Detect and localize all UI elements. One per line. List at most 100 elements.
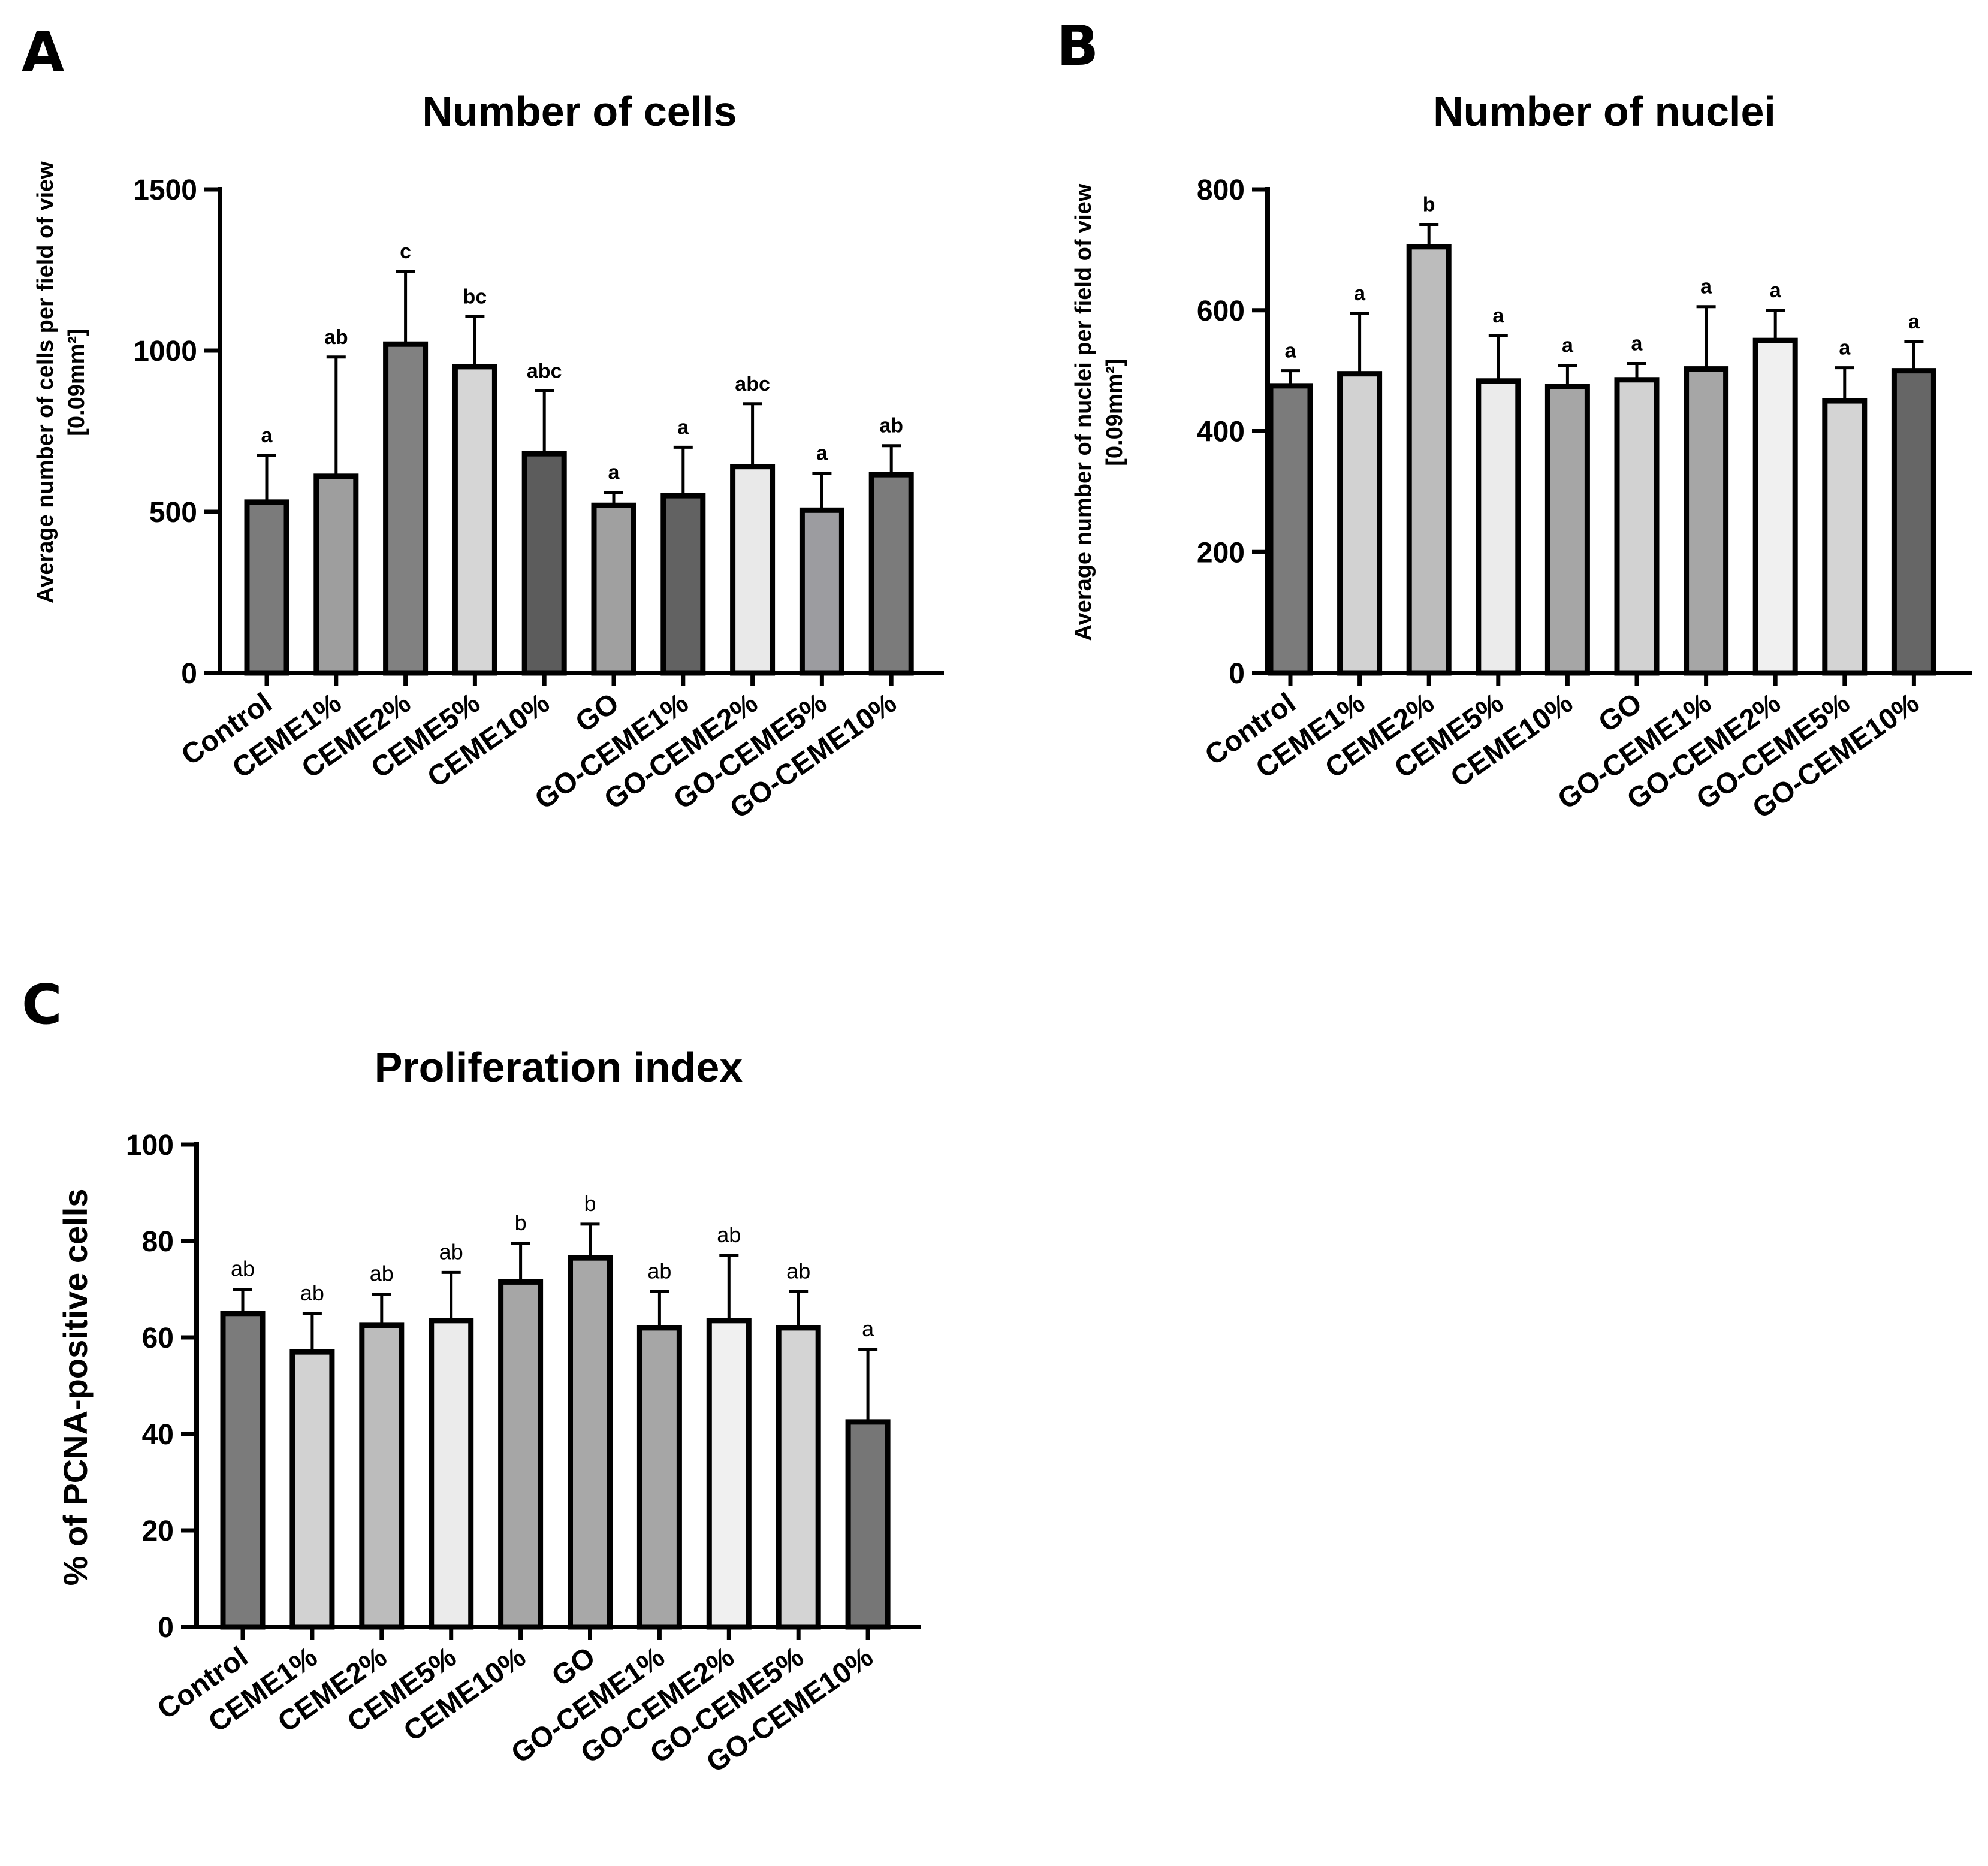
error-bar: [1488, 334, 1508, 381]
bar: [660, 493, 706, 676]
bar: [1406, 244, 1452, 676]
bar: [498, 1279, 544, 1630]
y-tick-label: 40: [142, 1419, 174, 1451]
bar: [706, 1318, 752, 1630]
y-tick-label: 1500: [133, 174, 197, 206]
significance-label: a: [1285, 340, 1297, 363]
significance-label: b: [515, 1210, 527, 1235]
bar: [636, 1325, 682, 1630]
significance-label: ab: [439, 1239, 463, 1264]
bar: [868, 472, 914, 676]
significance-label: a: [1839, 337, 1851, 360]
significance-label: a: [608, 461, 620, 484]
panel-letter: B: [1057, 14, 1099, 78]
bar: [1891, 368, 1936, 676]
bar: [730, 464, 776, 676]
bar: [568, 1255, 613, 1630]
bar: [429, 1318, 474, 1630]
significance-label: a: [1908, 310, 1920, 333]
significance-label: a: [1492, 304, 1504, 327]
error-bar: [673, 445, 693, 496]
significance-label: ab: [647, 1259, 671, 1284]
significance-label: bc: [463, 286, 487, 309]
y-tick-label: 60: [142, 1322, 174, 1354]
bar: [776, 1325, 821, 1630]
y-tick-label: 1000: [133, 336, 197, 367]
error-bar: [719, 1254, 739, 1321]
significance-label: ab: [717, 1222, 741, 1247]
bar: [452, 364, 497, 676]
significance-label: b: [584, 1191, 596, 1216]
error-bar: [858, 1348, 878, 1422]
bar: [244, 499, 289, 676]
error-bar: [1904, 340, 1924, 371]
bar: [359, 1322, 405, 1630]
significance-label: a: [1562, 334, 1574, 357]
y-tick-label: 800: [1197, 174, 1245, 206]
error-bar: [882, 444, 901, 475]
bar: [1822, 398, 1868, 676]
error-bar: [1766, 309, 1785, 341]
significance-label: abc: [527, 360, 562, 382]
significance-label: ab: [370, 1261, 394, 1286]
y-axis-label: % of PCNA-positive cells: [56, 1189, 94, 1586]
significance-label: a: [862, 1317, 874, 1341]
significance-label: ab: [786, 1259, 810, 1284]
y-tick-label: 200: [1197, 537, 1245, 569]
bar: [1614, 377, 1660, 676]
significance-label: a: [1700, 276, 1712, 298]
panel-a: A Number of cells Average number of cell…: [22, 20, 944, 825]
y-axis-label: Average number of cells per field of vie…: [33, 161, 58, 603]
bar: [799, 507, 844, 676]
bar: [1476, 378, 1521, 676]
error-bar: [257, 454, 276, 502]
y-tick-label: 0: [181, 658, 197, 690]
error-bar: [511, 1242, 530, 1282]
bar: [313, 473, 359, 676]
significance-label: ab: [324, 326, 348, 349]
bar: [1752, 337, 1798, 676]
bar: [1684, 366, 1729, 676]
significance-label: a: [1770, 279, 1782, 302]
error-bar: [302, 1312, 322, 1352]
chart-title: Number of cells: [422, 88, 737, 135]
error-bar: [1558, 364, 1577, 387]
y-tick-label: 100: [126, 1130, 174, 1161]
y-tick-label: 400: [1197, 416, 1245, 448]
bar: [220, 1311, 266, 1630]
error-bar: [441, 1270, 461, 1321]
significance-label: ab: [231, 1257, 255, 1281]
error-bar: [372, 1293, 391, 1325]
y-axis-label: Average number of nuclei per field of vi…: [1071, 183, 1096, 641]
significance-label: a: [677, 416, 689, 439]
error-bar: [812, 471, 832, 511]
panel-letter: C: [22, 973, 62, 1037]
significance-label: ab: [300, 1281, 324, 1305]
error-bar: [1627, 362, 1646, 380]
error-bar: [326, 355, 346, 476]
error-bar: [465, 315, 485, 367]
chart-title: Proliferation index: [375, 1044, 743, 1091]
bar: [1268, 383, 1313, 676]
bar: [1544, 384, 1590, 676]
y-tick-label: 20: [142, 1515, 174, 1547]
bar: [1337, 371, 1383, 676]
y-tick-label: 0: [1229, 658, 1245, 690]
chart-title: Number of nuclei: [1433, 88, 1776, 135]
y-tick-label: 500: [149, 497, 197, 529]
y-tick-label: 0: [158, 1612, 174, 1644]
error-bar: [743, 402, 762, 467]
error-bar: [789, 1290, 809, 1328]
bar: [591, 502, 636, 676]
error-bar: [650, 1290, 669, 1328]
bar: [289, 1349, 335, 1630]
error-bar: [1419, 223, 1439, 247]
significance-label: a: [816, 442, 828, 464]
error-bar: [1835, 366, 1854, 401]
y-axis-unit: [0.09mm²]: [64, 328, 89, 436]
panel-letter: A: [22, 20, 64, 84]
error-bar: [1696, 305, 1716, 369]
panel-c: C Proliferation index % of PCNA-positive…: [22, 973, 921, 1779]
error-bar: [396, 270, 415, 345]
